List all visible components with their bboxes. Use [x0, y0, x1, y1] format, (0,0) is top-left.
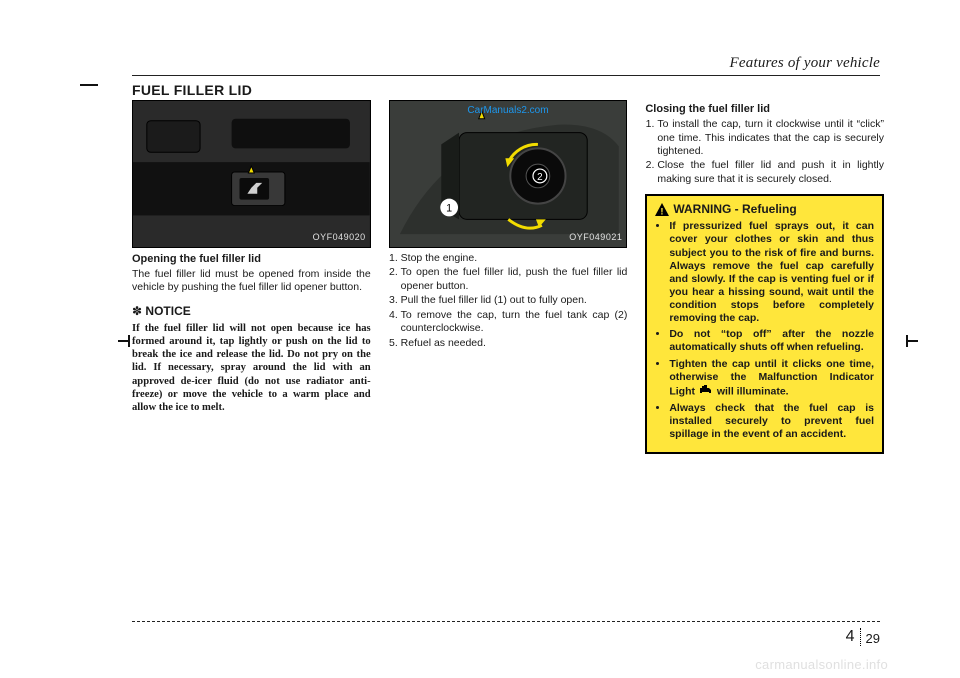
figure-watermark: CarManuals2.com: [467, 105, 548, 118]
notice-body: If the fuel filler lid will not open bec…: [132, 322, 371, 415]
warning-title-text: WARNING - Refueling: [673, 202, 796, 217]
step: Pull the fuel filler lid (1) out to full…: [401, 294, 628, 307]
manual-page: Features of your vehicle FUEL FILLER LID…: [0, 0, 960, 678]
opening-body: The fuel filler lid must be opened from …: [132, 268, 371, 294]
notice-heading: ✽ NOTICE: [132, 304, 371, 319]
step: To install the cap, turn it clockwise un…: [657, 118, 884, 158]
step: To remove the cap, turn the fuel tank ca…: [401, 309, 628, 336]
column-3: Closing the fuel filler lid To install t…: [645, 100, 884, 454]
header-section-title: Features of your vehicle: [730, 55, 880, 72]
warning-item: If pressurized fuel sprays out, it can c…: [669, 220, 874, 325]
warning-box: ! WARNING - Refueling If pressurized fue…: [645, 194, 884, 454]
chapter-number: 4: [846, 628, 855, 646]
mil-engine-icon: [698, 384, 714, 399]
figure-ref: OYF049020: [313, 232, 366, 244]
step: To open the fuel filler lid, push the fu…: [401, 266, 628, 293]
figure-ref: OYF049021: [569, 232, 622, 244]
footer-rule: [132, 621, 880, 622]
figure-filler-cap: CarManuals2.com 2 1: [389, 100, 628, 248]
column-1: OYF049020 Opening the fuel filler lid Th…: [132, 100, 371, 454]
page-in-chapter: 29: [866, 631, 880, 646]
figure-svg: [133, 101, 370, 247]
section-title: FUEL FILLER LID: [132, 82, 890, 98]
content-columns: OYF049020 Opening the fuel filler lid Th…: [132, 100, 884, 454]
warning-item: Always check that the fuel cap is instal…: [669, 402, 874, 441]
header-rule: Features of your vehicle: [132, 54, 880, 76]
page-separator: [860, 628, 861, 646]
site-watermark: carmanualsonline.info: [755, 657, 888, 672]
svg-text:!: !: [661, 207, 664, 217]
warning-item: Do not “top off” after the nozzle automa…: [669, 328, 874, 354]
crop-mark: [80, 84, 98, 86]
warning-list: If pressurized fuel sprays out, it can c…: [655, 220, 874, 441]
svg-text:1: 1: [446, 202, 452, 214]
warning-item: Tighten the cap until it clicks one time…: [669, 358, 874, 399]
warning-title: ! WARNING - Refueling: [655, 202, 874, 217]
figure-svg: 2 1: [390, 101, 627, 247]
warning-triangle-icon: !: [655, 203, 669, 216]
step: Stop the engine.: [401, 252, 628, 265]
opening-heading: Opening the fuel filler lid: [132, 252, 371, 266]
notice-label: NOTICE: [145, 304, 190, 318]
column-2: CarManuals2.com 2 1: [389, 100, 628, 454]
closing-heading: Closing the fuel filler lid: [645, 102, 884, 116]
step: Close the fuel filler lid and push it in…: [657, 159, 884, 186]
step: Refuel as needed.: [401, 337, 628, 350]
notice-burst-icon: ✽: [132, 304, 142, 318]
svg-text:2: 2: [537, 172, 542, 183]
figure-opener-button: OYF049020: [132, 100, 371, 248]
opening-steps: Stop the engine. To open the fuel filler…: [389, 252, 628, 350]
page-number: 4 29: [846, 628, 880, 646]
warning-item-text-post: will illuminate.: [714, 385, 789, 397]
closing-steps: To install the cap, turn it clockwise un…: [645, 118, 884, 186]
